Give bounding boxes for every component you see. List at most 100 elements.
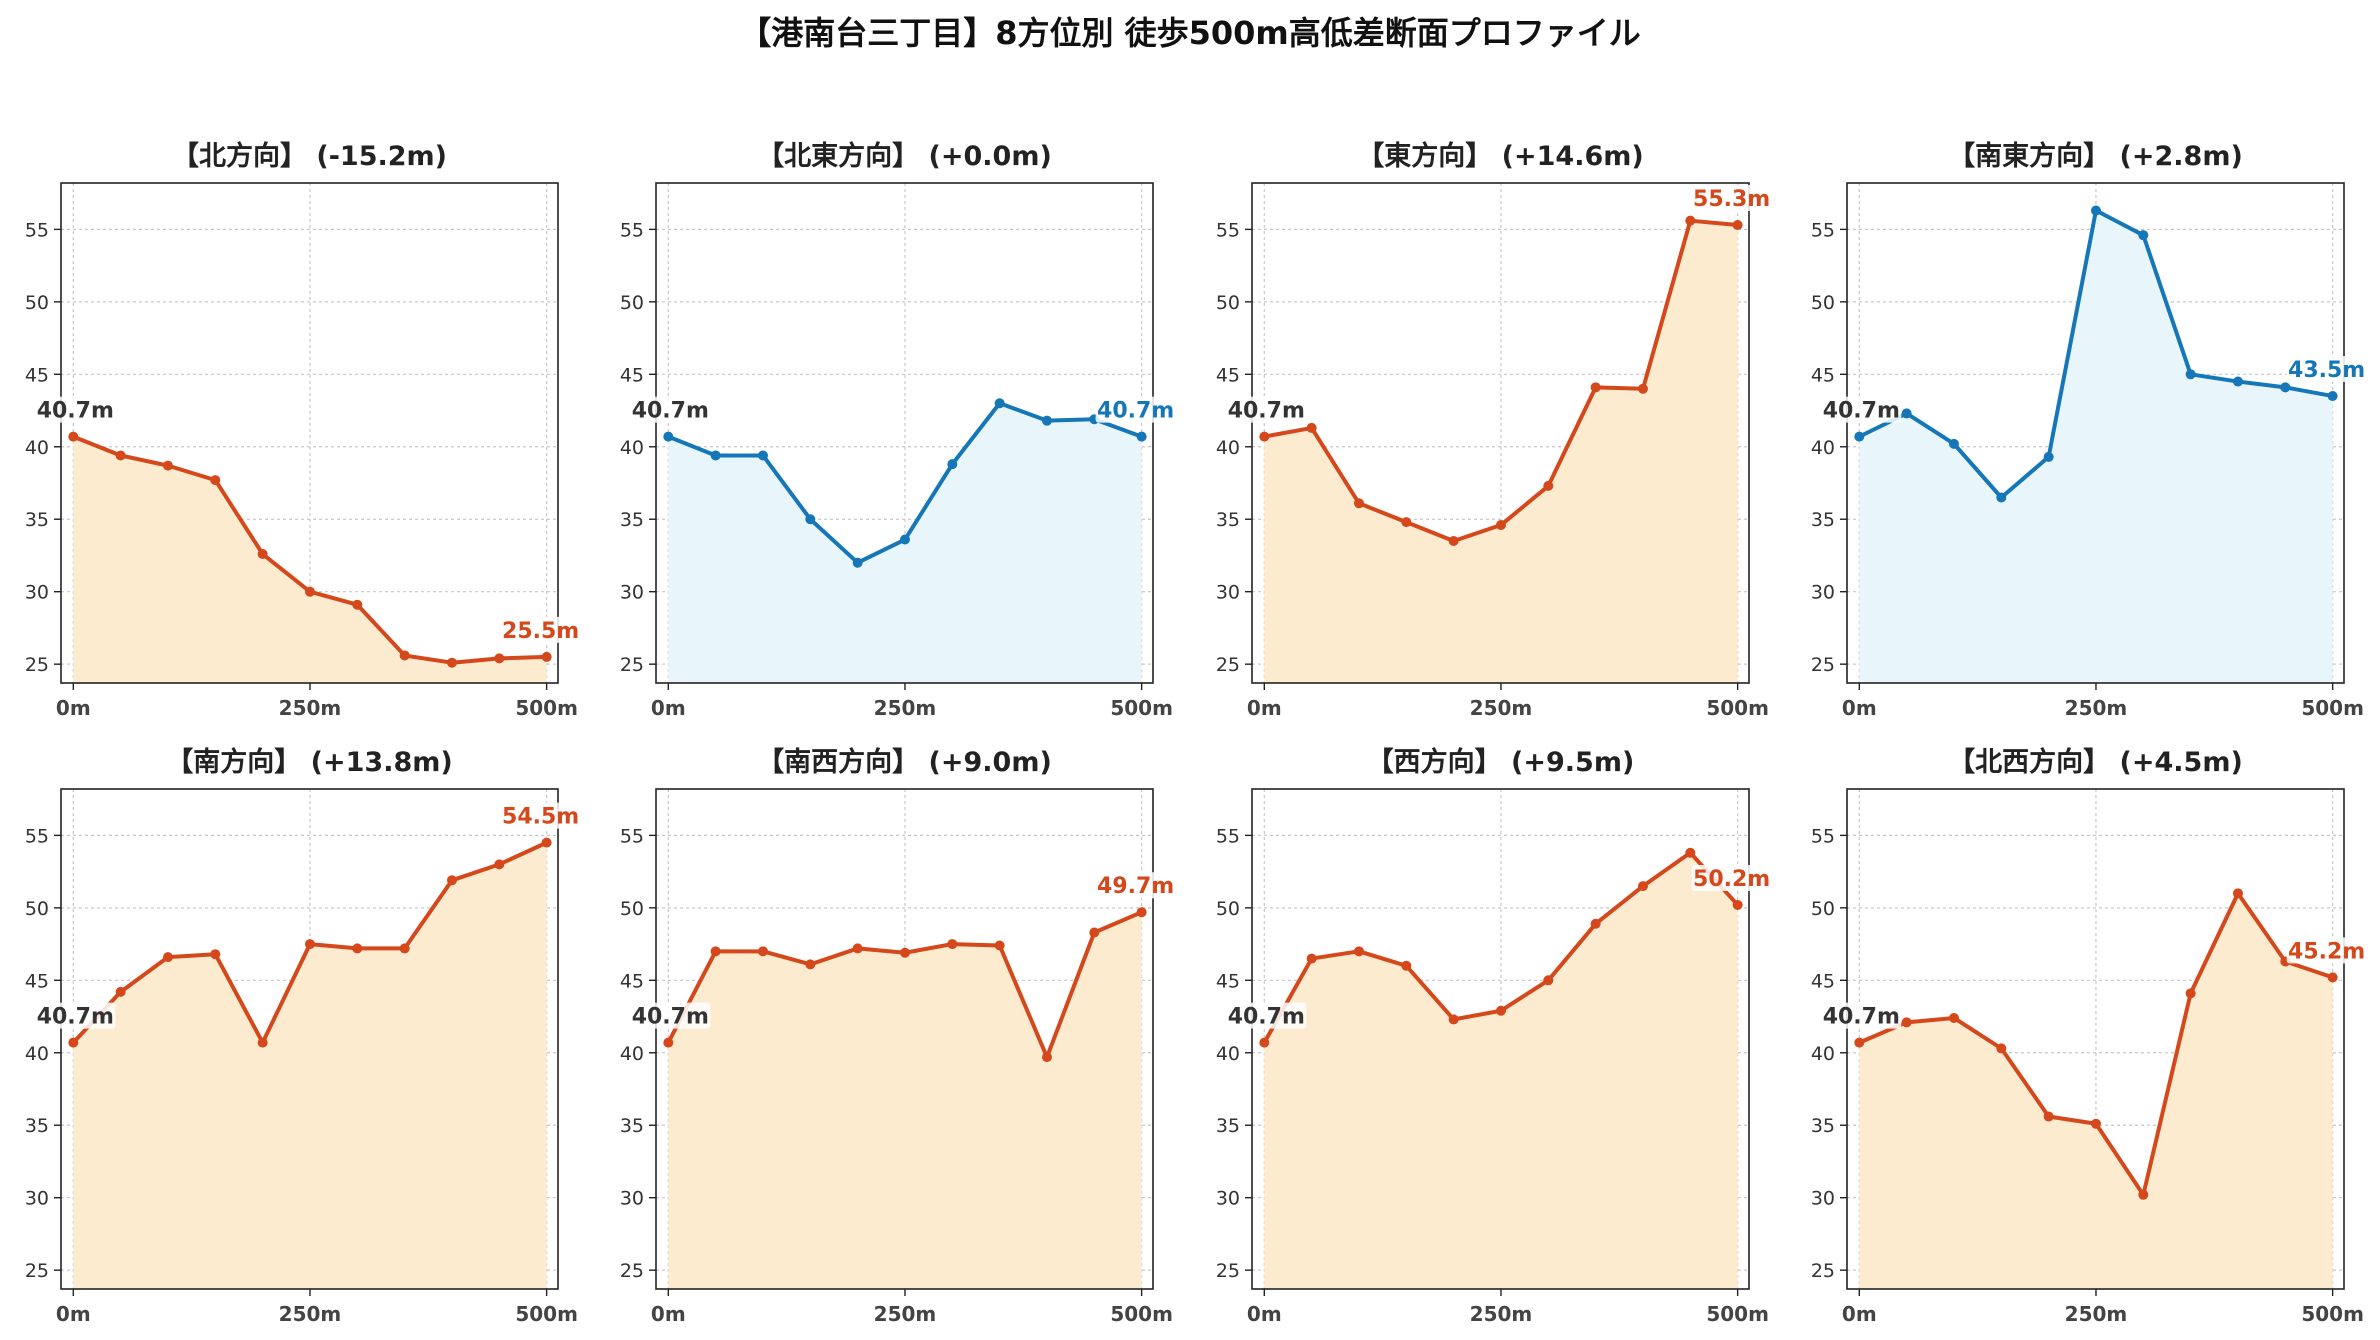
- data-point: [1259, 431, 1270, 442]
- y-tick-label: 45: [1216, 970, 1240, 992]
- y-tick-label: 25: [1811, 654, 1835, 676]
- start-label: 40.7m: [632, 1005, 709, 1030]
- data-point: [1041, 415, 1052, 426]
- start-label: 40.7m: [1823, 399, 1900, 424]
- data-point: [2232, 888, 2243, 899]
- data-point: [1353, 946, 1364, 957]
- y-tick-label: 25: [1216, 654, 1240, 676]
- y-tick-label: 30: [1811, 1188, 1835, 1210]
- y-tick-label: 55: [1216, 219, 1240, 241]
- y-tick-label: 40: [1811, 1043, 1835, 1065]
- x-tick-label: 0m: [56, 1302, 91, 1326]
- y-tick-label: 45: [25, 970, 49, 992]
- data-point: [994, 940, 1005, 951]
- start-label-bg: [1230, 1002, 1307, 1029]
- x-tick-label: 250m: [874, 696, 937, 720]
- x-tick-label: 0m: [651, 696, 686, 720]
- data-point: [805, 959, 816, 970]
- data-point: [1401, 517, 1412, 528]
- y-tick-label: 30: [1811, 582, 1835, 604]
- x-tick-label: 500m: [1706, 1302, 1769, 1326]
- chart-panel-4: 【南方向】 (+13.8m) 25 30 35 40 45 50 55 0m 250m 500m 40…: [25, 746, 583, 1326]
- data-point: [1901, 1017, 1912, 1028]
- y-tick-label: 40: [1811, 437, 1835, 459]
- area-fill: [1264, 220, 1738, 683]
- y-tick-label: 30: [25, 582, 49, 604]
- y-tick-label: 50: [25, 898, 49, 920]
- y-tick-label: 25: [25, 654, 49, 676]
- data-point: [304, 939, 315, 950]
- data-point: [541, 837, 552, 848]
- end-label-bg: [1095, 872, 1178, 899]
- data-point: [1948, 438, 1959, 449]
- start-label-bg: [634, 396, 711, 423]
- y-tick-label: 45: [1216, 364, 1240, 386]
- data-point: [1448, 535, 1459, 546]
- data-point: [2327, 391, 2338, 402]
- start-label-bg: [1825, 1002, 1902, 1029]
- y-tick-label: 30: [1216, 1188, 1240, 1210]
- x-tick-label: 0m: [1247, 1302, 1282, 1326]
- data-point: [2185, 988, 2196, 999]
- data-point: [805, 514, 816, 525]
- y-tick-label: 25: [620, 654, 644, 676]
- data-point: [1306, 422, 1317, 433]
- y-tick-label: 25: [25, 1260, 49, 1282]
- data-point: [1996, 492, 2007, 503]
- data-point: [210, 475, 221, 486]
- data-point: [2138, 230, 2149, 241]
- data-point: [1495, 1005, 1506, 1016]
- x-tick-label: 0m: [56, 696, 91, 720]
- chart-panel-2: 【東方向】 (+14.6m) 25 30 35 40 45 50 55 0m 250m 500m 40…: [1216, 140, 1774, 720]
- end-label-bg: [2286, 356, 2369, 383]
- start-label-bg: [1825, 396, 1902, 423]
- data-point: [1136, 431, 1147, 442]
- data-point: [710, 946, 721, 957]
- y-tick-label: 30: [25, 1188, 49, 1210]
- data-point: [1306, 953, 1317, 964]
- x-tick-label: 500m: [1110, 1302, 1173, 1326]
- data-point: [1854, 1037, 1865, 1048]
- chart-panel-1: 【北東方向】 (+0.0m) 25 30 35 40 45 50 55 0m 250m 500m 40…: [620, 140, 1178, 720]
- y-tick-label: 45: [25, 364, 49, 386]
- x-tick-label: 250m: [1470, 1302, 1533, 1326]
- x-tick-label: 0m: [1247, 696, 1282, 720]
- data-point: [947, 939, 958, 950]
- data-point: [852, 557, 863, 568]
- data-point: [1353, 498, 1364, 509]
- end-label: 50.2m: [1693, 867, 1770, 892]
- y-tick-label: 40: [620, 437, 644, 459]
- chart-title: 【北方向】 (-15.2m): [172, 140, 447, 172]
- data-point: [2090, 205, 2101, 216]
- chart-title: 【西方向】 (+9.5m): [1367, 746, 1635, 778]
- y-tick-label: 55: [1811, 825, 1835, 847]
- data-point: [210, 949, 221, 960]
- data-point: [304, 586, 315, 597]
- end-label: 49.7m: [1097, 874, 1174, 899]
- data-point: [2043, 451, 2054, 462]
- y-tick-label: 55: [1216, 825, 1240, 847]
- data-point: [2185, 369, 2196, 380]
- y-tick-label: 50: [1811, 898, 1835, 920]
- x-tick-label: 250m: [1470, 696, 1533, 720]
- x-tick-label: 250m: [279, 1302, 342, 1326]
- y-tick-label: 30: [620, 1188, 644, 1210]
- area-fill: [73, 842, 547, 1289]
- y-tick-label: 35: [25, 1115, 49, 1137]
- data-point: [1637, 881, 1648, 892]
- chart-title: 【北西方向】 (+4.5m): [1948, 746, 2243, 778]
- y-tick-label: 45: [620, 364, 644, 386]
- data-point: [852, 943, 863, 954]
- data-point: [2280, 382, 2291, 393]
- data-point: [2232, 376, 2243, 387]
- y-tick-label: 55: [620, 219, 644, 241]
- area-fill: [668, 912, 1142, 1289]
- data-point: [1685, 215, 1696, 226]
- area-fill: [1859, 893, 2333, 1289]
- x-tick-label: 0m: [1842, 696, 1877, 720]
- data-point: [1637, 383, 1648, 394]
- y-tick-label: 45: [620, 970, 644, 992]
- x-tick-label: 500m: [1110, 696, 1173, 720]
- data-point: [2090, 1118, 2101, 1129]
